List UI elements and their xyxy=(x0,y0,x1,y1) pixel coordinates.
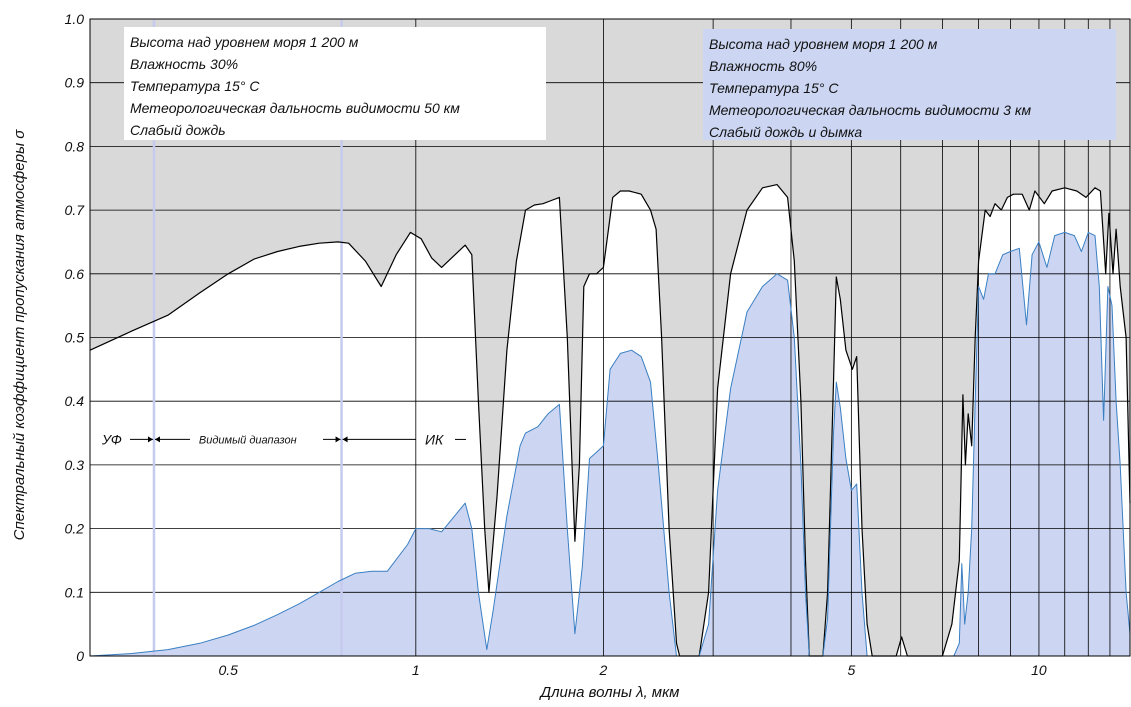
uv-band-label: УФ xyxy=(101,431,122,447)
x-tick-label: 10 xyxy=(1031,662,1047,678)
y-tick-label: 0.1 xyxy=(65,584,84,600)
annotation-box-clear xyxy=(124,27,546,140)
series-line-haze xyxy=(89,231,1131,657)
band-arrowhead xyxy=(154,436,160,443)
annotation-line: Высота над уровнем моря 1 200 м xyxy=(709,36,938,52)
visible-band-label: Видимый диапазон xyxy=(199,434,297,446)
annotation-line: Высота над уровнем моря 1 200 м xyxy=(130,34,359,50)
y-tick-label: 0 xyxy=(76,648,84,664)
ir-band-label: ИК xyxy=(425,431,444,447)
annotation-line: Слабый дождь и дымка xyxy=(709,124,862,140)
annotation-line: Температура 15° С xyxy=(709,80,839,96)
band-arrowhead xyxy=(335,436,341,443)
y-tick-label: 0.2 xyxy=(65,521,85,537)
x-tick-label: 1 xyxy=(412,662,420,678)
annotation-line: Метеорологическая дальность видимости 3 … xyxy=(709,102,1031,118)
y-tick-label: 0.9 xyxy=(65,75,85,91)
series-area-haze xyxy=(90,232,1130,656)
x-tick-label: 0.5 xyxy=(219,662,239,678)
annotation-line: Температура 15° С xyxy=(130,78,260,94)
y-axis-title: Спектральный коэффициент пропускания атм… xyxy=(11,129,28,541)
annotation-line: Метеорологическая дальность видимости 50… xyxy=(130,100,460,116)
x-tick-label: 5 xyxy=(847,662,855,678)
plot-frame xyxy=(89,18,1131,657)
annotation-line: Влажность 30% xyxy=(130,56,238,72)
annotation-line: Слабый дождь xyxy=(130,122,226,138)
x-tick-label: 2 xyxy=(598,662,607,678)
y-tick-label: 1.0 xyxy=(65,11,85,27)
band-arrowhead xyxy=(342,436,348,443)
annotation-box-haze xyxy=(703,29,1116,140)
y-tick-label: 0.6 xyxy=(65,266,85,282)
y-tick-label: 0.4 xyxy=(65,393,85,409)
y-tick-label: 0.5 xyxy=(65,330,85,346)
series-line-clear xyxy=(89,184,1131,657)
y-tick-label: 0.8 xyxy=(65,138,85,154)
annotation-line: Влажность 80% xyxy=(709,58,817,74)
band-arrowhead xyxy=(147,436,153,443)
x-axis-title: Длина волны λ, мкм xyxy=(539,684,680,701)
y-tick-label: 0.3 xyxy=(65,457,85,473)
y-tick-label: 0.7 xyxy=(65,202,86,218)
